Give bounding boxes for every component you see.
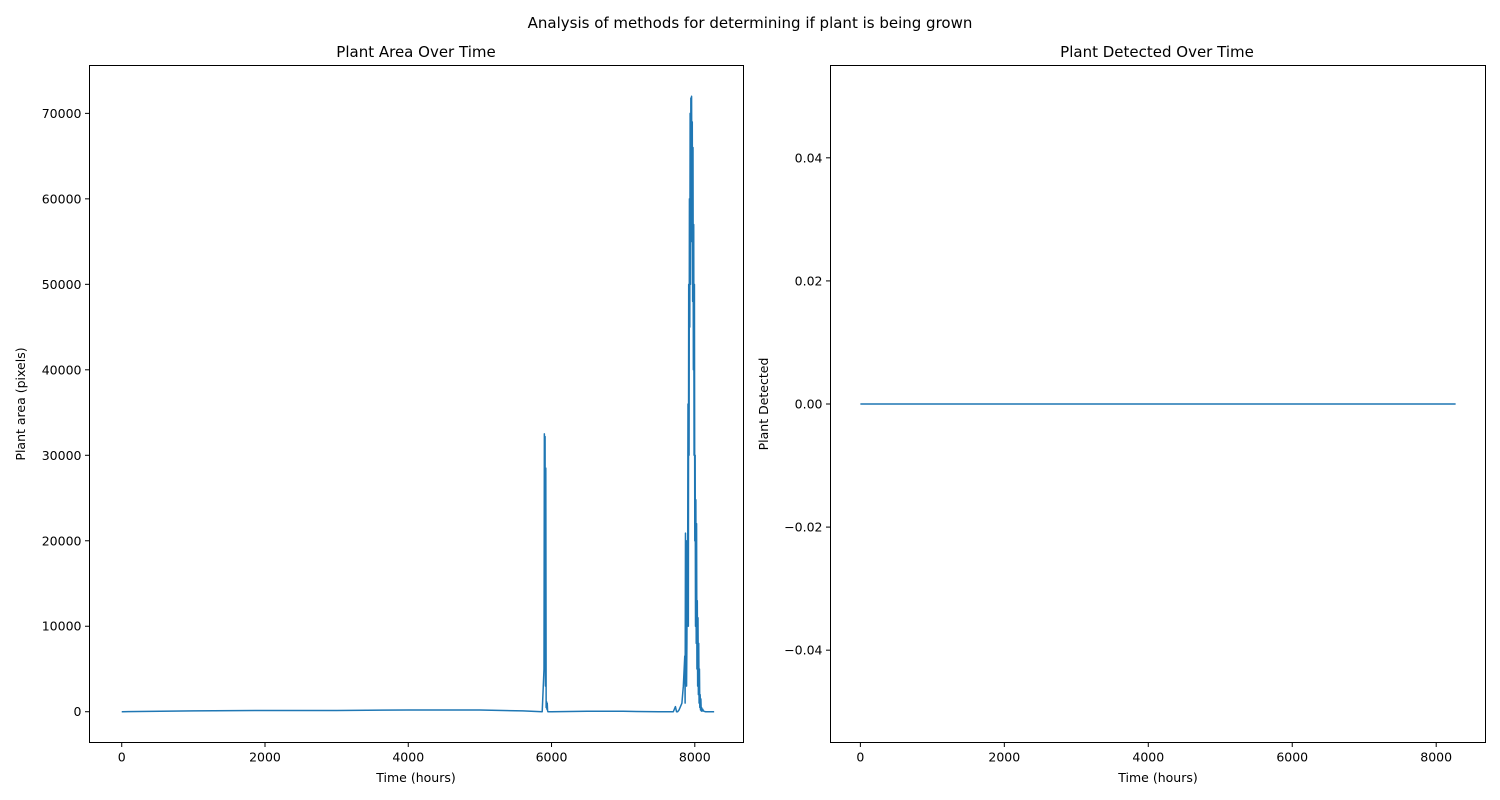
plant-area-y-axis-label: Plant area (pixels) bbox=[13, 347, 28, 460]
figure-title: Analysis of methods for determining if p… bbox=[528, 14, 973, 32]
plant-area-y-ticks: 0 10000 20000 30000 40000 50000 60000 70000 bbox=[42, 106, 90, 719]
plant-area-plot-area bbox=[121, 95, 715, 713]
plant-area-x-tick-label: 0 bbox=[118, 750, 126, 765]
plant-area-y-tick-label: 70000 bbox=[42, 106, 82, 121]
plant-area-chart: Plant Area Over Time 0 2000 4000 6000 8000 0… bbox=[13, 43, 744, 785]
plant-area-x-tick-label: 2000 bbox=[249, 750, 281, 765]
plant-area-y-tick-label: 0 bbox=[74, 704, 82, 719]
plant-area-x-tick-label: 4000 bbox=[392, 750, 424, 765]
plant-detected-x-tick-label: 4000 bbox=[1132, 750, 1164, 765]
plant-detected-y-tick-label: 0.02 bbox=[795, 273, 823, 288]
plant-detected-x-axis-label: Time (hours) bbox=[1117, 770, 1197, 785]
chart-title-plant-detected: Plant Detected Over Time bbox=[1060, 43, 1254, 61]
plant-detected-y-tick-label: 0.04 bbox=[795, 150, 823, 165]
plant-detected-x-tick-label: 2000 bbox=[988, 750, 1020, 765]
plant-area-x-axis-label: Time (hours) bbox=[375, 770, 455, 785]
plant-detected-x-ticks: 0 2000 4000 6000 8000 bbox=[856, 742, 1452, 765]
plant-area-y-tick-label: 60000 bbox=[42, 191, 82, 206]
plant-area-y-tick-label: 40000 bbox=[42, 362, 82, 377]
plant-area-series-line-0 bbox=[121, 95, 715, 713]
plant-detected-y-tick-label: 0.00 bbox=[795, 397, 823, 412]
plant-area-y-tick-label: 10000 bbox=[42, 619, 82, 634]
plant-detected-y-axis-label: Plant Detected bbox=[756, 358, 771, 451]
plant-detected-y-ticks: −0.04 −0.02 0.00 0.02 0.04 bbox=[784, 150, 831, 658]
plant-area-axes-frame bbox=[89, 65, 744, 743]
plant-detected-x-tick-label: 0 bbox=[856, 750, 864, 765]
plant-area-y-tick-label: 50000 bbox=[42, 277, 82, 292]
plant-area-y-tick-label: 20000 bbox=[42, 533, 82, 548]
plant-detected-chart: Plant Detected Over Time 0 2000 4000 6000 80… bbox=[756, 43, 1486, 785]
plant-detected-y-tick-label: −0.04 bbox=[784, 643, 822, 658]
plant-area-x-tick-label: 6000 bbox=[536, 750, 568, 765]
plant-detected-x-tick-label: 8000 bbox=[1420, 750, 1452, 765]
plant-area-x-tick-label: 8000 bbox=[679, 750, 711, 765]
plant-detected-y-tick-label: −0.02 bbox=[784, 520, 822, 535]
chart-title-plant-area: Plant Area Over Time bbox=[336, 43, 495, 61]
plant-area-x-ticks: 0 2000 4000 6000 8000 bbox=[118, 742, 711, 765]
plant-detected-x-tick-label: 6000 bbox=[1276, 750, 1308, 765]
plant-area-y-tick-label: 30000 bbox=[42, 448, 82, 463]
